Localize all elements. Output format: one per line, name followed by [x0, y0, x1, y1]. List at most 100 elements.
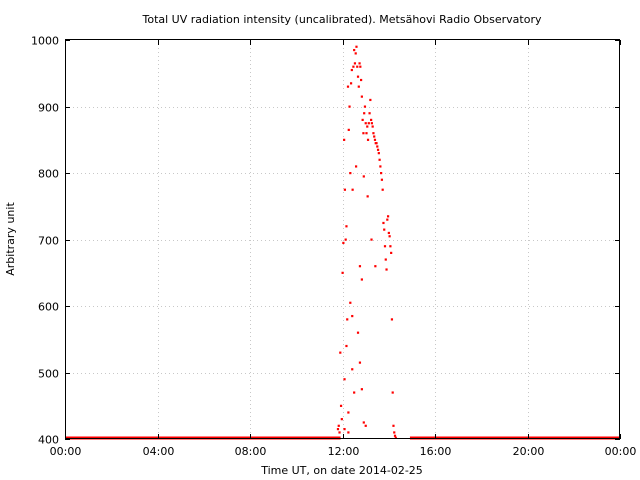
data-point [351, 314, 354, 318]
data-point [347, 411, 350, 414]
data-point [390, 251, 393, 254]
data-point [365, 132, 368, 135]
data-point [389, 245, 392, 248]
data-point [371, 125, 374, 128]
data-point [382, 221, 385, 225]
data-point [348, 105, 351, 108]
data-point [337, 424, 340, 427]
data-point [349, 172, 352, 175]
data-point [342, 241, 345, 245]
data-point [352, 65, 355, 68]
data-point [351, 188, 354, 191]
data-point [386, 215, 390, 218]
y-tick-label: 800 [38, 168, 59, 181]
data-point [357, 85, 360, 88]
data-point [368, 112, 371, 115]
data-point [392, 424, 395, 427]
data-point [356, 65, 359, 68]
data-point [341, 271, 344, 274]
data-point [354, 165, 358, 168]
y-tick-label: 900 [38, 102, 59, 115]
data-point [353, 62, 357, 65]
data-point [380, 172, 383, 175]
data-point [393, 434, 397, 437]
data-point [383, 228, 386, 231]
y-tick-label: 1000 [31, 35, 59, 48]
data-point [346, 318, 349, 321]
data-point [343, 378, 346, 381]
data-point [394, 436, 397, 439]
data-point [347, 431, 350, 434]
data-point [362, 421, 365, 424]
data-point [370, 238, 373, 241]
data-point [364, 424, 367, 427]
data-point [372, 132, 375, 135]
data-point [367, 122, 370, 125]
data-point [343, 138, 346, 141]
data-point [366, 138, 370, 141]
x-axis-title: Time UT, on date 2014-02-25 [260, 464, 423, 477]
data-point [353, 391, 356, 394]
data-point [363, 112, 366, 115]
data-point [387, 231, 390, 235]
data-point [380, 178, 384, 181]
data-point [360, 95, 363, 98]
data-point [359, 65, 362, 68]
x-tick-label: 08:00 [235, 445, 267, 458]
data-point [340, 418, 343, 421]
data-point [374, 265, 377, 268]
data-point [350, 68, 353, 72]
data-point [369, 98, 372, 102]
data-point [363, 105, 367, 108]
data-point [353, 48, 356, 52]
data-point [376, 145, 379, 148]
y-tick-label: 500 [38, 368, 59, 381]
data-point [360, 78, 363, 82]
data-point [339, 351, 342, 354]
x-tick-label: 12:00 [328, 445, 360, 458]
data-point [343, 428, 346, 431]
plot-frame [65, 39, 620, 439]
data-point [347, 128, 350, 131]
chart-title: Total UV radiation intensity (uncalibrat… [142, 13, 542, 26]
data-point [379, 165, 382, 168]
x-tick-label: 04:00 [143, 445, 175, 458]
data-point [362, 132, 365, 135]
data-point [375, 142, 378, 145]
data-point [373, 135, 376, 138]
x-tick-label: 00:00 [605, 445, 637, 458]
data-point [349, 82, 353, 85]
data-point [364, 122, 367, 125]
x-tick-label: 00:00 [50, 445, 82, 458]
data-point [338, 431, 341, 434]
data-point [381, 188, 384, 191]
data-point [355, 45, 358, 48]
data-point [366, 125, 369, 128]
data-point [390, 318, 394, 321]
data-point [391, 391, 394, 394]
data-point [361, 118, 364, 121]
y-tick-label: 600 [38, 301, 59, 314]
data-point [358, 361, 362, 364]
data-point [360, 388, 363, 391]
data-point [344, 238, 347, 241]
data-point [366, 195, 369, 198]
data-point [370, 122, 373, 125]
data-point [383, 245, 387, 248]
y-tick-label: 400 [38, 434, 59, 447]
data-point [345, 344, 348, 348]
data-point [346, 85, 350, 88]
data-point [388, 235, 391, 238]
x-tick-label: 16:00 [420, 445, 452, 458]
data-points [336, 45, 397, 439]
data-point [362, 175, 365, 178]
data-point [376, 148, 380, 151]
data-point [377, 152, 380, 155]
data-point [351, 368, 354, 371]
data-point [393, 431, 396, 434]
data-point [384, 258, 387, 261]
data-point [358, 62, 361, 65]
data-point [356, 331, 360, 334]
data-point [358, 265, 362, 268]
